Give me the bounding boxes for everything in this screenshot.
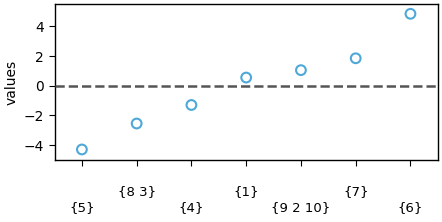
Point [188, 103, 195, 107]
Text: {6}: {6} [398, 202, 423, 214]
Text: {1}: {1} [233, 185, 259, 198]
Point [297, 68, 305, 72]
Text: {8 3}: {8 3} [118, 185, 156, 198]
Point [243, 76, 250, 79]
Y-axis label: values: values [4, 59, 18, 105]
Point [133, 122, 140, 125]
Text: {7}: {7} [343, 185, 369, 198]
Point [407, 12, 414, 16]
Text: {5}: {5} [69, 202, 95, 214]
Point [78, 148, 85, 151]
Point [352, 57, 359, 60]
Text: {9 2 10}: {9 2 10} [271, 202, 331, 214]
Text: {4}: {4} [179, 202, 204, 214]
